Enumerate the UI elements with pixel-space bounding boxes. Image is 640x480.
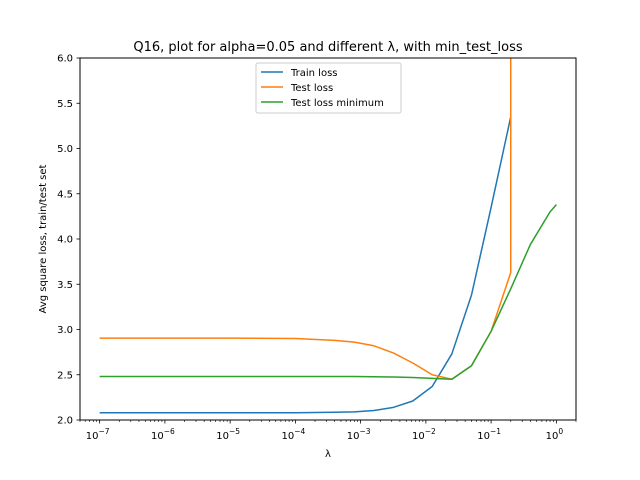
x-tick-label: 10−7 <box>86 427 110 442</box>
legend-box <box>255 62 402 114</box>
y-tick-label: 4.5 <box>57 189 73 200</box>
series-line-test-loss <box>99 58 512 381</box>
x-tick-label: 10−1 <box>477 427 501 442</box>
y-axis: 2.0 2.5 3.0 3.5 4.0 4.5 5.0 5.5 6.0 <box>57 54 80 427</box>
series-layer <box>99 58 557 414</box>
y-axis-label: Avg square loss, train/test set <box>38 164 49 313</box>
legend-label-train-loss: Train loss <box>290 68 338 79</box>
legend-label-test-loss-minimum: Test loss minimum <box>290 98 384 109</box>
y-tick-label: 4.0 <box>57 235 73 246</box>
x-axis-label: λ <box>325 449 331 460</box>
legend-label-test-loss: Test loss <box>290 83 333 94</box>
legend: Train loss Test loss Test loss minimum <box>255 62 402 114</box>
x-tick-label: 10−6 <box>151 427 175 442</box>
series-line-train-loss <box>99 116 512 414</box>
y-tick-label: 2.0 <box>57 416 73 427</box>
x-tick-label: 100 <box>546 427 564 442</box>
x-tick-label: 10−4 <box>281 427 305 442</box>
chart-title: Q16, plot for alpha=0.05 and different λ… <box>133 40 523 55</box>
y-tick-label: 3.5 <box>57 280 73 291</box>
x-tick-label: 10−5 <box>216 427 240 442</box>
series-line-test-loss-minimum <box>99 204 557 381</box>
y-tick-label: 3.0 <box>57 325 73 336</box>
x-tick-label: 10−2 <box>412 427 436 442</box>
y-tick-label: 5.5 <box>57 99 73 110</box>
y-tick-label: 2.5 <box>57 370 73 381</box>
y-tick-label: 6.0 <box>57 54 73 65</box>
x-axis: 10−7 10−6 10−5 10−4 10−3 10−2 10−1 100 <box>79 420 577 442</box>
x-tick-label: 10−3 <box>347 427 371 442</box>
y-tick-label: 5.0 <box>57 144 73 155</box>
